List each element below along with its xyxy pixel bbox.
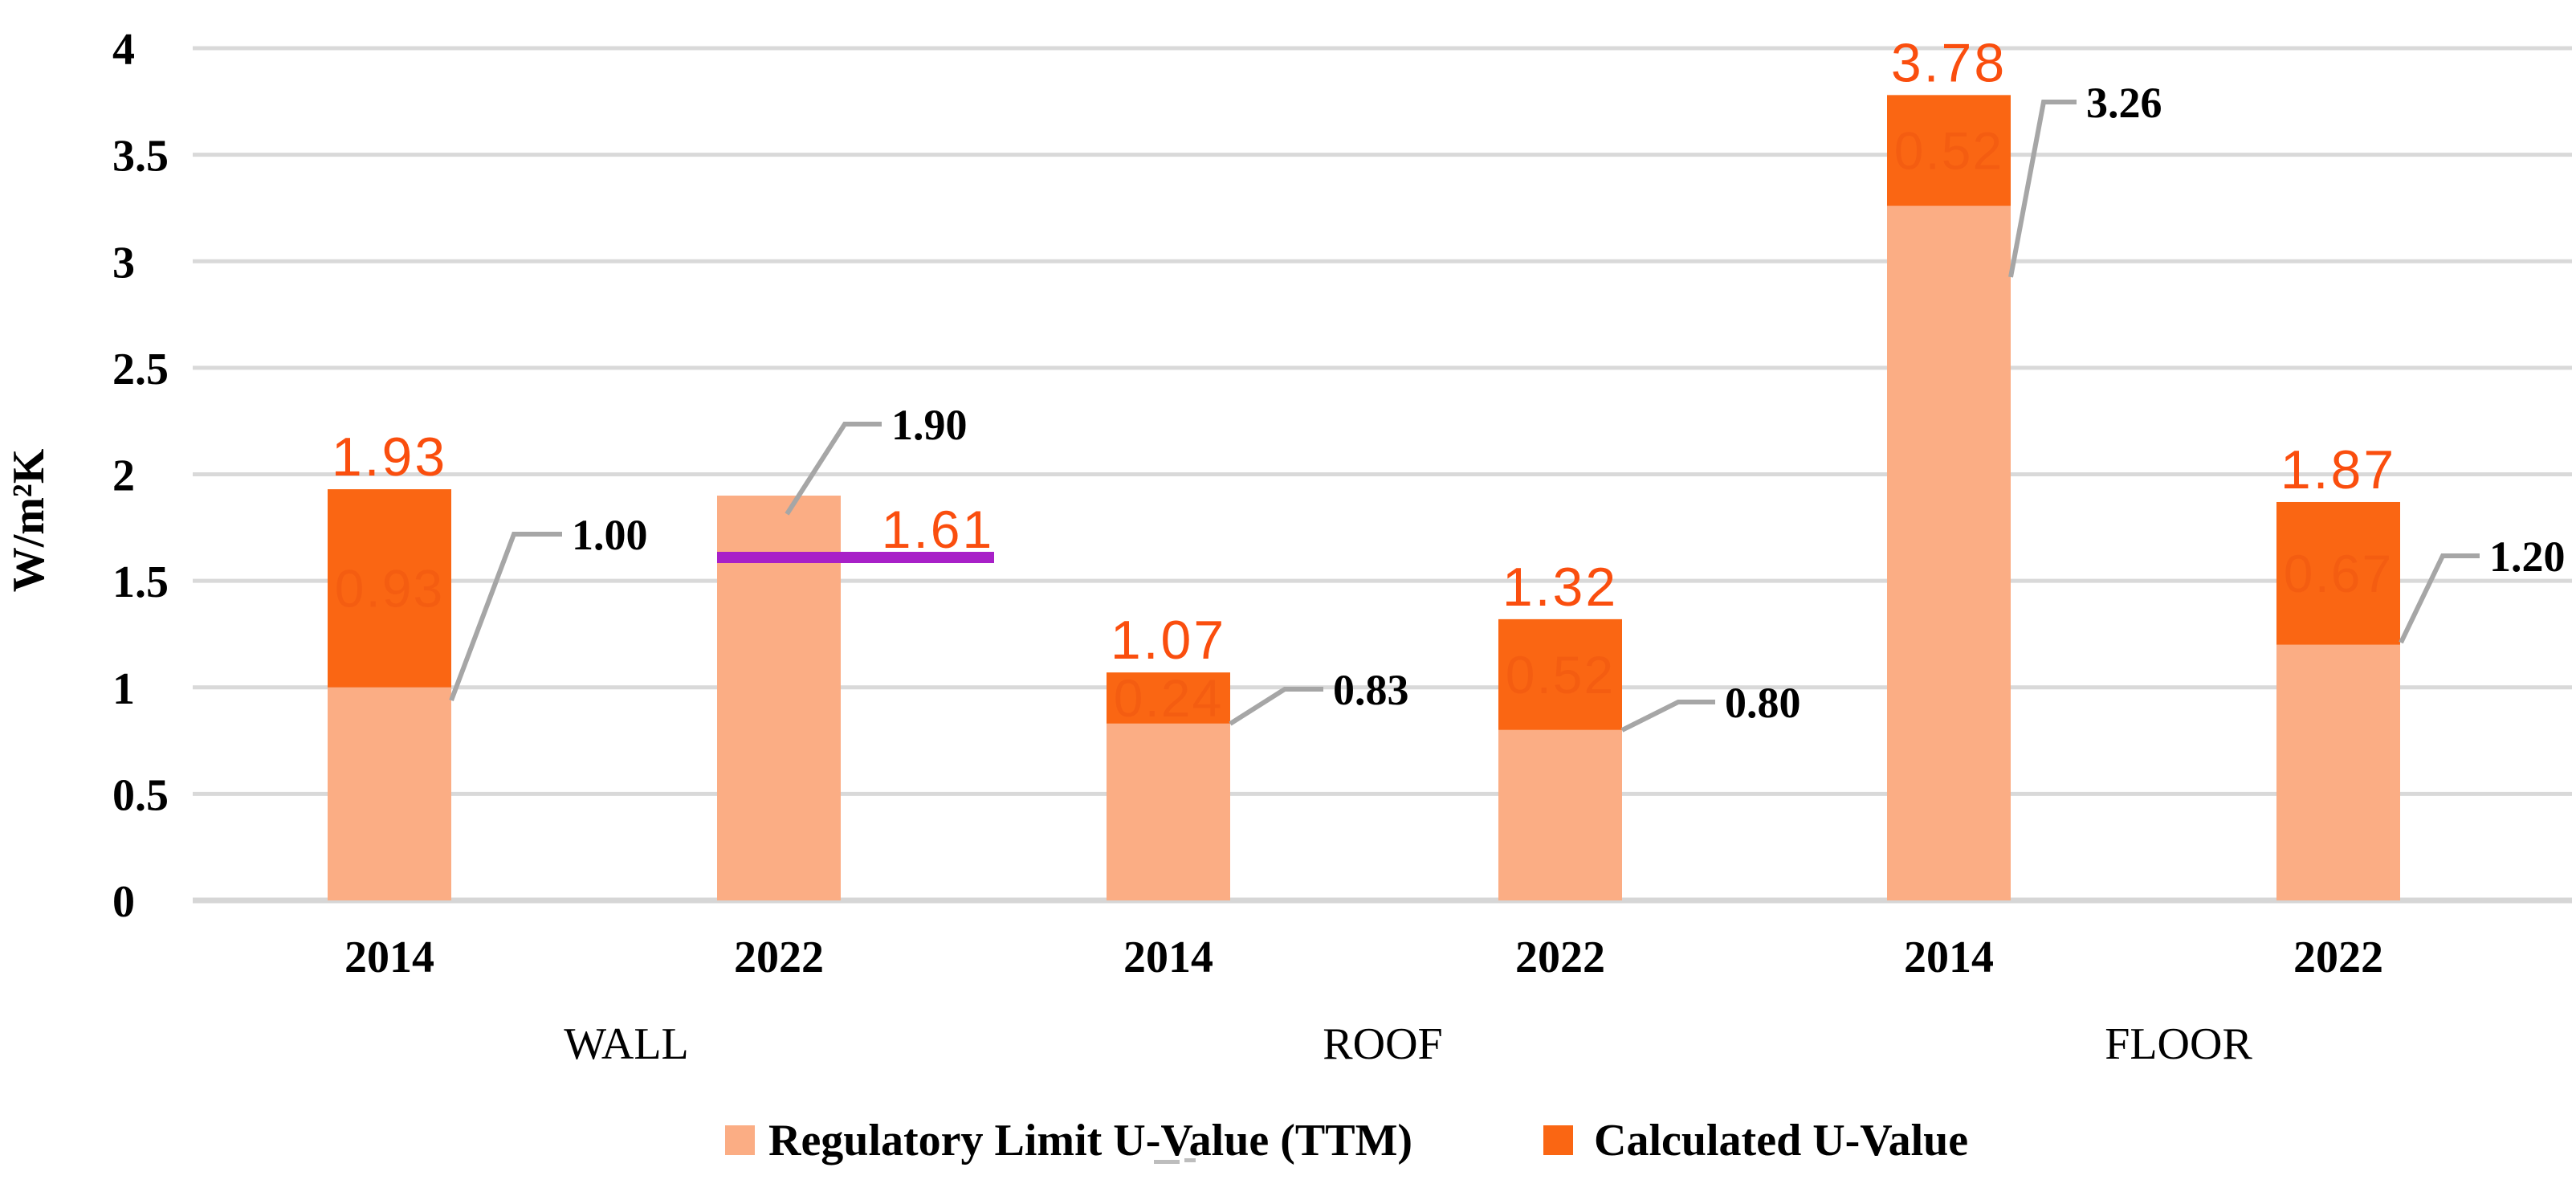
x-category-label: 2022	[734, 933, 824, 982]
callout-value-label: 0.80	[1725, 679, 1801, 727]
group-label-roof: ROOF	[1323, 1019, 1442, 1069]
bar-wall-2014-regulatory-limit	[328, 687, 451, 900]
segment-value-label: 0.52	[1506, 645, 1615, 704]
y-tick-label: 3	[112, 238, 135, 288]
callout-value-label: 1.00	[572, 511, 648, 559]
y-tick-label: 4	[112, 25, 135, 75]
legend-swatch-calculated	[1543, 1125, 1573, 1155]
total-value-label: 1.32	[1502, 557, 1618, 618]
segment-value-label: 0.24	[1114, 668, 1223, 728]
total-value-label: 3.78	[1891, 32, 2007, 93]
callout-leader-line	[2008, 100, 2077, 278]
legend: Regulatory Limit U-Value (TTM) Calculate…	[725, 1116, 1968, 1165]
callout-leader-line	[1620, 700, 1715, 733]
x-category-label: 2022	[2293, 933, 2383, 982]
segment-value-label: 0.93	[335, 558, 444, 618]
x-category-label: 2014	[1123, 933, 1213, 982]
total-value-label: 1.93	[332, 427, 447, 488]
legend-label-calculated: Calculated U-Value	[1594, 1116, 1968, 1165]
callout-value-label: 0.83	[1333, 666, 1409, 714]
callout-value-label: 3.26	[2086, 79, 2162, 127]
legend-label-regulatory-limit: Regulatory Limit U-Value (TTM)	[768, 1116, 1412, 1165]
group-label-floor: FLOOR	[2105, 1019, 2252, 1069]
callout-leader-line	[449, 532, 562, 702]
x-category-label: 2014	[344, 933, 434, 982]
bar-floor-2022-calculated	[2276, 501, 2400, 645]
y-axis-title: W/m²K	[4, 448, 54, 592]
bar-wall-2014-calculated	[328, 489, 451, 688]
callout-leader-line	[785, 422, 882, 516]
callout-leader-line	[2399, 553, 2480, 644]
gridlines: 4 3.5 3 2.5 2 1.5 1 0.5 0	[112, 25, 2572, 927]
bar-roof-2022-regulatory-limit	[1498, 729, 1622, 900]
y-tick-label: 3.5	[112, 132, 169, 182]
annotations: 1.93 1.07 1.32 3.78 1.87 0.93 0.24 0.52 0.52 0.67…	[332, 32, 2566, 733]
cropped-caption-fragment	[1154, 1158, 1196, 1164]
total-value-label: 1.87	[2280, 439, 2396, 500]
bar-roof-2014-regulatory-limit	[1107, 723, 1230, 900]
bar-wall-2022-regulatory-limit	[717, 496, 841, 900]
y-tick-label: 1.5	[112, 557, 169, 607]
bar-roof-2014-calculated	[1107, 672, 1230, 724]
bar-floor-2014-calculated	[1887, 95, 2011, 206]
y-tick-label: 2.5	[112, 345, 169, 394]
y-tick-label: 1	[112, 664, 135, 714]
callout-value-label: 1.20	[2489, 533, 2566, 581]
axes: W/m²K WALL ROOF FLOOR	[4, 448, 2252, 1069]
x-category-label: 2022	[1515, 933, 1605, 982]
callout-value-label: 1.90	[891, 401, 968, 449]
bar-floor-2022-regulatory-limit	[2276, 644, 2400, 900]
bars: 2014 2022 2014 2022 2014 2022	[328, 95, 2400, 982]
bar-floor-2014-regulatory-limit	[1887, 206, 2011, 900]
segment-value-label: 0.67	[2284, 544, 2393, 603]
bar-roof-2022-calculated	[1498, 618, 1622, 730]
x-category-label: 2014	[1904, 933, 1994, 982]
y-tick-label: 0.5	[112, 770, 169, 820]
reference-line-label: 1.61	[882, 500, 994, 559]
callout-leader-line	[1229, 687, 1323, 726]
group-label-wall: WALL	[564, 1019, 689, 1069]
segment-value-label: 0.52	[1894, 120, 2003, 180]
y-tick-label: 0	[112, 877, 135, 927]
total-value-label: 1.07	[1111, 610, 1226, 671]
y-tick-label: 2	[112, 451, 135, 501]
legend-swatch-regulatory-limit	[725, 1125, 755, 1155]
